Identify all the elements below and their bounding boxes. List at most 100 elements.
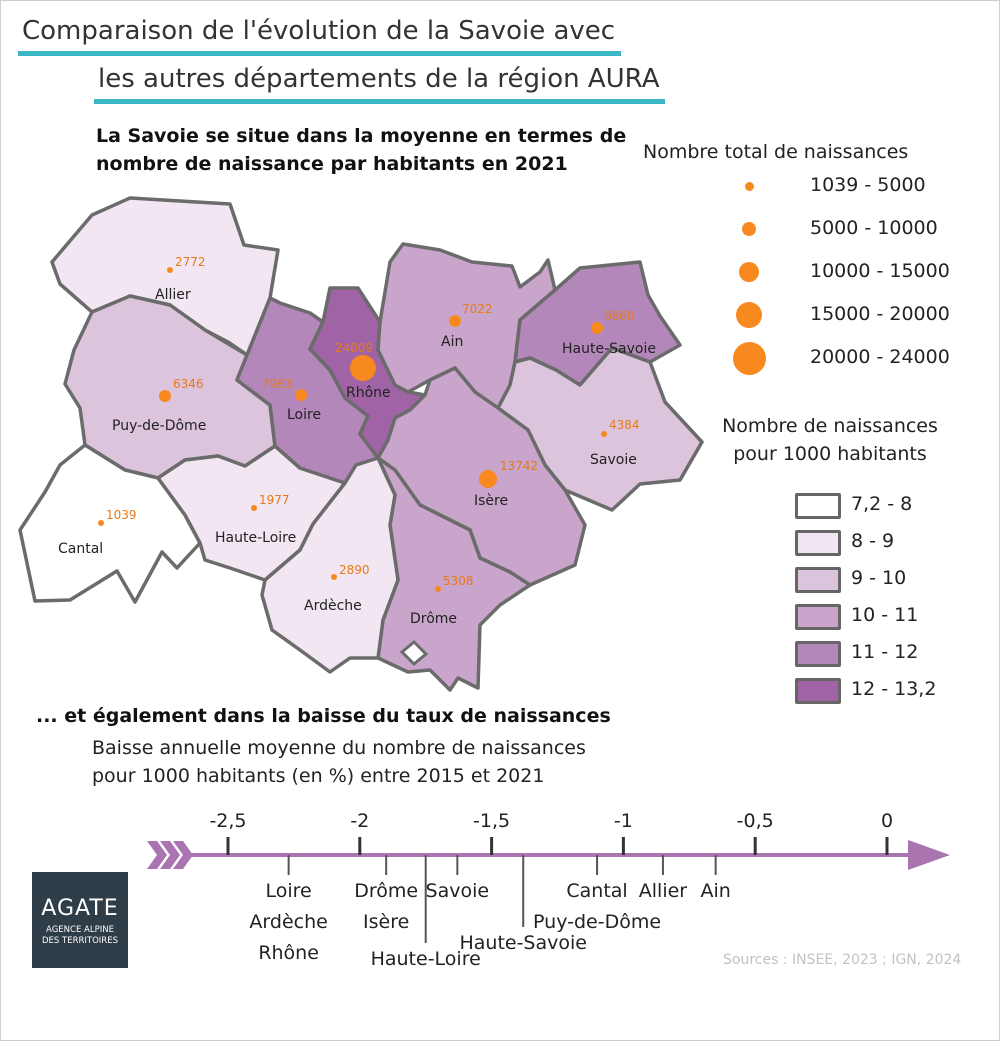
axis-tail-chevron [147, 841, 167, 869]
axis-tick-label: -1 [614, 810, 633, 832]
legend-dot-1 [745, 182, 754, 191]
legend-rate-swatch [795, 493, 841, 519]
axis-arrowhead [908, 840, 950, 870]
axis-department-label: Ain [700, 880, 730, 902]
birth-dot-drome [435, 586, 441, 592]
dept-name-cantal: Cantal [58, 541, 103, 557]
axis-tick-label: -0,5 [737, 810, 774, 832]
legend-births-label: 1039 - 5000 [810, 174, 926, 196]
dept-name-drome: Drôme [410, 611, 457, 627]
legend-rate-label: 10 - 11 [851, 604, 919, 626]
axis-tail-chevron [173, 841, 193, 869]
birth-dot-ain [449, 315, 461, 327]
legend-dot-3 [739, 262, 759, 282]
axis-department-label: Cantal [566, 880, 627, 902]
birth-dot-puy-de-dome [159, 390, 171, 402]
axis-tick-label: -2,5 [209, 810, 246, 832]
legend-births-label: 15000 - 20000 [810, 303, 950, 325]
birth-dot-savoie [601, 431, 607, 437]
axis-department-label: Rhône [258, 942, 319, 964]
dept-name-haute-loire: Haute-Loire [215, 530, 296, 546]
dept-name-savoie: Savoie [590, 452, 637, 468]
axis-department-label: Haute-Savoie [459, 932, 587, 954]
legend-rate-label: 9 - 10 [851, 567, 907, 589]
sources-text: Sources : INSEE, 2023 ; IGN, 2024 [723, 952, 962, 968]
axis-department-label: Puy-de-Dôme [533, 911, 661, 933]
legend-rate-label: 12 - 13,2 [851, 678, 937, 700]
axis-department-label: Ardèche [249, 911, 327, 933]
title-underline-1 [18, 51, 622, 56]
legend-rate-label: 8 - 9 [851, 530, 895, 552]
birth-value-cantal: 1039 [106, 508, 137, 522]
axis-subtitle: Baisse annuelle moyenne du nombre de nai… [92, 737, 586, 787]
legend-births-label: 10000 - 15000 [810, 260, 950, 282]
birth-value-haute-savoie: 9860 [604, 309, 635, 323]
birth-dot-loire [295, 389, 307, 401]
dept-name-ain: Ain [441, 334, 463, 350]
birth-dot-haute-savoie [591, 322, 603, 334]
birth-value-ardeche: 2890 [339, 563, 370, 577]
dept-name-loire: Loire [287, 407, 321, 423]
legend-rate-swatch [795, 641, 841, 667]
legend-dot-2 [742, 222, 756, 236]
dept-name-puy-de-dome: Puy-de-Dôme [112, 418, 206, 434]
birth-dot-allier [167, 267, 173, 273]
legend-rate-label: 11 - 12 [851, 641, 919, 663]
legend-rate-swatch [795, 567, 841, 593]
legend-rate-swatch [795, 530, 841, 556]
axis-tick-label: -1,5 [473, 810, 510, 832]
birth-value-rhone: 24009 [335, 341, 373, 355]
enclave-shape [399, 639, 429, 667]
birth-dot-isere [479, 470, 497, 488]
birth-value-ain: 7022 [462, 302, 493, 316]
legend-rate-swatch [795, 604, 841, 630]
dept-shape-ardeche[interactable] [260, 456, 400, 674]
birth-dot-haute-loire [251, 505, 257, 511]
birth-dot-ardeche [331, 574, 337, 580]
dept-name-ardeche: Ardèche [304, 598, 362, 614]
legend-births-title: Nombre total de naissances [643, 141, 909, 163]
birth-value-isere: 13742 [500, 459, 538, 473]
axis-department-label: Allier [639, 880, 688, 902]
axis-tail-chevron [160, 841, 180, 869]
legend-births-label: 5000 - 10000 [810, 217, 938, 239]
birth-value-drome: 5308 [443, 574, 474, 588]
birth-dot-rhone [350, 355, 376, 381]
legend-births-row: 10000 - 15000 [720, 252, 950, 292]
birth-value-haute-loire: 1977 [259, 493, 290, 507]
birth-value-puy-de-dome: 6346 [173, 377, 204, 391]
title-underline-2 [94, 99, 666, 104]
birth-value-savoie: 4384 [609, 418, 640, 432]
axis-department-label: Savoie [426, 880, 490, 902]
dept-name-isere: Isère [474, 493, 508, 509]
dept-name-rhone: Rhône [346, 385, 391, 401]
birth-value-allier: 2772 [175, 255, 206, 269]
legend-births-row: 20000 - 24000 [720, 338, 950, 378]
birth-value-loire: 7963 [262, 377, 293, 391]
axis-heading: ... et également dans la baisse du taux … [36, 705, 611, 727]
birth-dot-cantal [98, 520, 104, 526]
axis-department-label: Loire [266, 880, 312, 902]
legend-births-row: 15000 - 20000 [720, 295, 950, 335]
axis-tick-label: -2 [350, 810, 369, 832]
axis-department-label: Haute-Loire [371, 948, 481, 970]
axis-tick-label: 0 [881, 810, 893, 832]
axis-department-label: Isère [363, 911, 409, 933]
title-line-1: Comparaison de l'évolution de la Savoie … [18, 16, 622, 56]
legend-dot-4 [736, 302, 762, 328]
legend-dot-5 [733, 342, 766, 375]
dept-name-allier: Allier [155, 287, 191, 303]
legend-births-row: 1039 - 5000 [720, 166, 926, 206]
axis-department-label: Drôme [354, 880, 418, 902]
agate-logo: AGATE AGENCE ALPINE DES TERRITOIRES [32, 872, 128, 968]
legend-births-label: 20000 - 24000 [810, 346, 950, 368]
map-heading: La Savoie se situe dans la moyenne en te… [96, 125, 627, 175]
legend-rate-label: 7,2 - 8 [851, 493, 913, 515]
dept-name-haute-savoie: Haute-Savoie [562, 341, 656, 357]
legend-rate-swatch [795, 678, 841, 704]
legend-births-row: 5000 - 10000 [720, 209, 938, 249]
title-line-2: les autres départements de la région AUR… [94, 64, 666, 104]
legend-rate-title: Nombre de naissances pour 1000 habitants [722, 415, 938, 465]
